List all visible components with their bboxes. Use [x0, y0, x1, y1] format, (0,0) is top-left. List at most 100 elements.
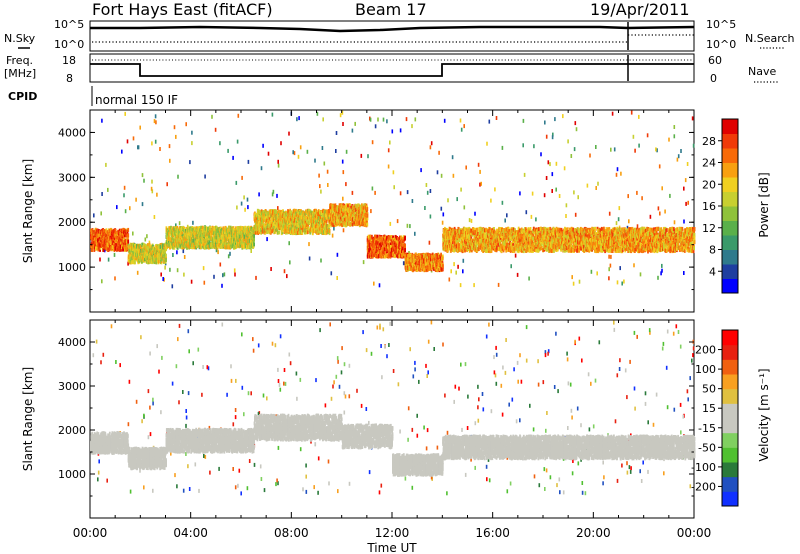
band-cell [325, 219, 328, 224]
echo-cell [495, 116, 498, 120]
echo-cell [151, 189, 154, 194]
echo-cell [367, 154, 369, 159]
band-cell [96, 228, 99, 233]
echo-cell [127, 261, 129, 266]
band-cell [114, 229, 117, 233]
echo-cell [175, 134, 177, 139]
echo-cell [463, 124, 465, 129]
band-cell [147, 249, 150, 254]
band-cell [90, 244, 93, 249]
echo-cell [399, 191, 402, 196]
echo-cell [558, 194, 561, 198]
echo-cell [572, 281, 575, 286]
echo-cell [222, 273, 224, 278]
echo-cell [129, 206, 131, 211]
echo-cell [316, 111, 319, 116]
echo-cell [636, 224, 639, 229]
echo-cell [255, 275, 257, 280]
echo-cell [673, 220, 676, 225]
echo-cell [234, 272, 236, 277]
echo-cell [589, 153, 591, 158]
echo-cell [597, 181, 599, 186]
echo-cell [155, 120, 157, 125]
echo-cell [202, 266, 205, 271]
echo-cell [611, 111, 614, 116]
band-cell [131, 260, 134, 265]
echo-cell [341, 159, 344, 164]
echo-cell [241, 175, 243, 180]
echo-cell [286, 274, 288, 279]
echo-cell [162, 277, 164, 281]
echo-cell [153, 119, 156, 124]
echo-cell [371, 186, 374, 191]
echo-cell [370, 209, 372, 214]
band-cell [97, 247, 100, 252]
band-cell [102, 231, 104, 236]
echo-cell [596, 271, 598, 276]
echo-cell [618, 206, 621, 211]
echo-cell [530, 214, 533, 219]
echo-cell [308, 256, 311, 261]
band-cell [157, 259, 160, 264]
band-cell [366, 207, 369, 212]
echo-cell [406, 223, 409, 228]
echo-cell [387, 164, 390, 169]
echo-cell [159, 147, 161, 151]
echo-cell [621, 281, 623, 286]
echo-cell [528, 276, 530, 281]
echo-cell [289, 260, 291, 265]
echo-cell [641, 196, 643, 201]
band-cell [108, 247, 111, 252]
echo-cell [453, 262, 455, 267]
echo-cell [271, 112, 274, 117]
echo-cell [335, 149, 337, 153]
echo-cell [360, 153, 363, 158]
echo-cell [632, 134, 635, 139]
echo-cell [223, 272, 226, 277]
echo-cell [516, 272, 519, 277]
echo-cell [236, 205, 238, 210]
echo-cell [116, 205, 118, 210]
echo-cell [258, 192, 260, 197]
velocity-panel [89, 319, 695, 519]
echo-cell [480, 181, 482, 186]
echo-cell [623, 279, 625, 284]
freq-trace [90, 63, 694, 77]
echo-cell [262, 143, 264, 148]
echo-cell [551, 189, 553, 193]
echo-cell [615, 221, 618, 226]
band-cell [116, 240, 119, 245]
freq-tick-top: 18 [62, 54, 76, 67]
echo-cell [190, 279, 193, 284]
echo-cell [638, 114, 640, 119]
echo-cell [173, 125, 176, 130]
band-cell [159, 244, 162, 249]
echo-cell [141, 173, 144, 178]
echo-cell [327, 183, 329, 187]
echo-cell [567, 139, 569, 144]
echo-cell [169, 158, 171, 163]
echo-cell [595, 186, 597, 190]
echo-cell [399, 128, 402, 133]
echo-cell [424, 206, 426, 210]
echo-cell [504, 218, 506, 223]
echo-cell [547, 160, 550, 165]
echo-cell [613, 147, 616, 152]
echo-cell [101, 192, 103, 196]
band-cell [278, 230, 281, 235]
date-title: 19/Apr/2011 [590, 0, 690, 19]
echo-cell [409, 224, 411, 229]
nsky-panel [89, 20, 695, 52]
power-panel [89, 109, 695, 313]
echo-cell [436, 170, 439, 175]
band-cell [129, 252, 132, 257]
echo-cell [389, 221, 392, 226]
echo-cell [429, 189, 432, 193]
band-cell [121, 228, 123, 233]
echo-cell [506, 213, 508, 218]
echo-cell [519, 191, 521, 196]
echo-cell [535, 217, 537, 222]
freq-panel [89, 53, 695, 83]
echo-cell [646, 133, 649, 138]
echo-cell [649, 214, 652, 219]
